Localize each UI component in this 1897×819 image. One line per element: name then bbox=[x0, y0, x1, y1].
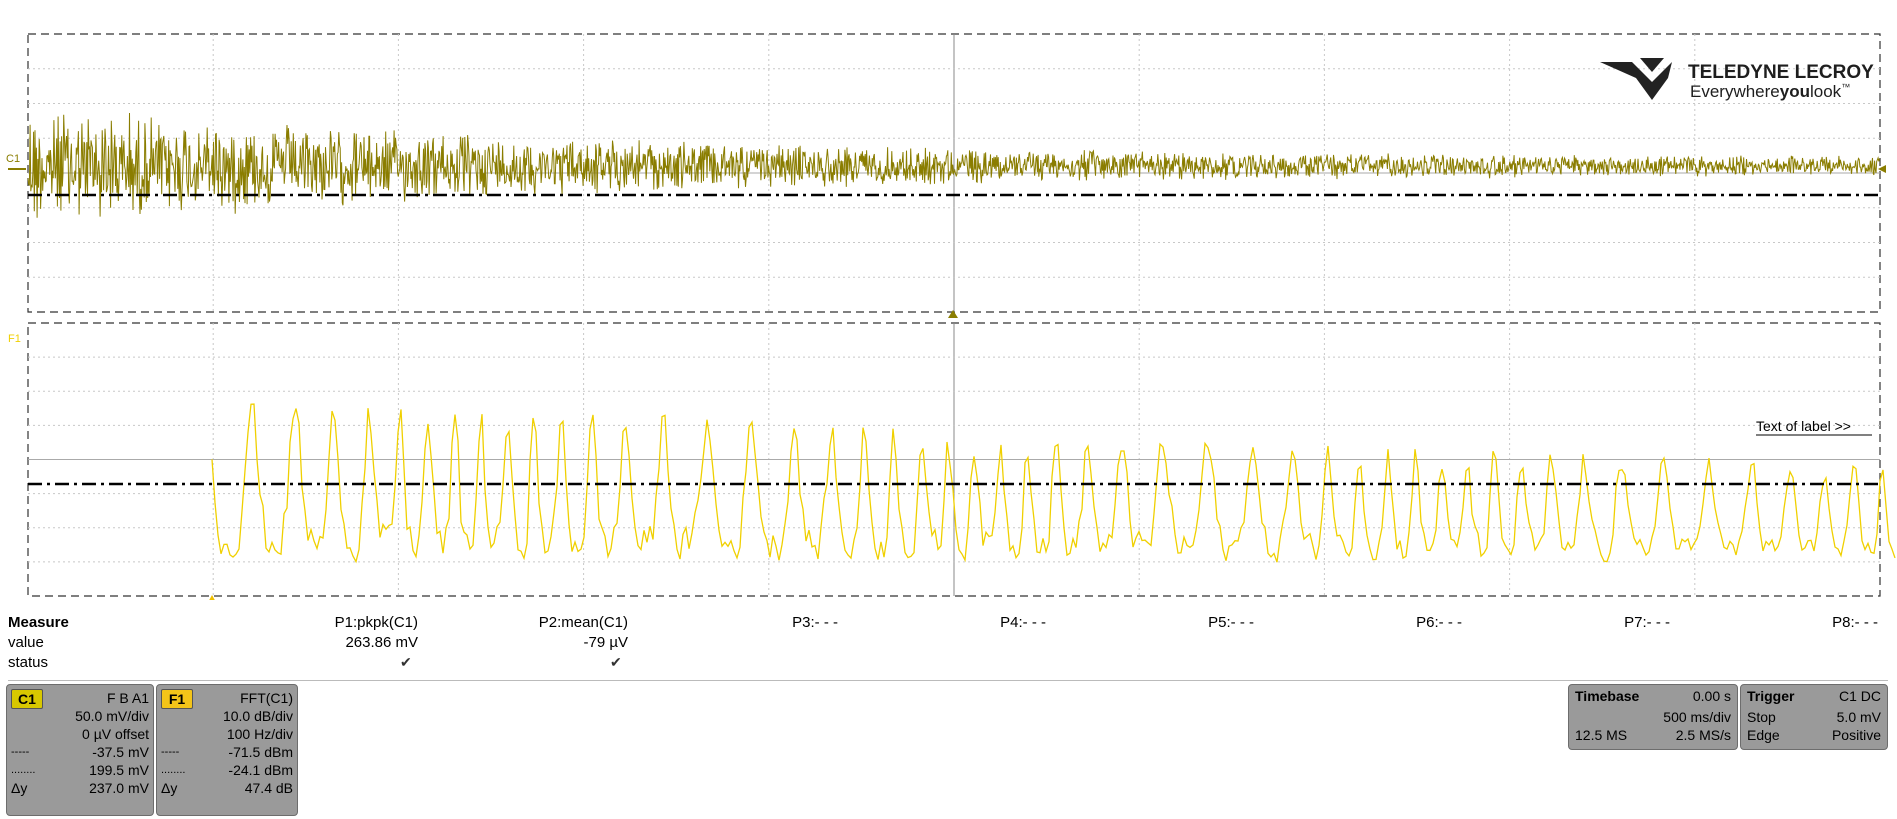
f1-start-marker bbox=[209, 595, 215, 600]
param-p1-status-check-icon: ✔ bbox=[400, 654, 412, 670]
scope-display[interactable]: C1 F1 Text of label >> TELEDYNE LECROY E… bbox=[0, 0, 1897, 600]
c1-vdiv: 50.0 mV/div bbox=[75, 708, 149, 724]
c1-right-marker bbox=[1878, 165, 1886, 173]
trigger-slope: Positive bbox=[1831, 727, 1881, 743]
c1-waveform-trace bbox=[27, 112, 1880, 218]
c1-flags: F B A1 bbox=[106, 690, 149, 706]
f1-dy-symbol: Δy bbox=[161, 780, 178, 796]
c1-dy-value: 237.0 mV bbox=[89, 780, 149, 796]
c1-offset: 0 µV offset bbox=[82, 726, 149, 742]
trigger-type: Edge bbox=[1747, 727, 1780, 743]
param-p2-value: -79 µV bbox=[583, 634, 629, 651]
timebase-tdiv: 500 ms/div bbox=[1663, 709, 1731, 725]
f1-vdiv: 10.0 dB/div bbox=[222, 708, 293, 724]
trigger-time-marker bbox=[948, 310, 958, 318]
f1-tag: F1 bbox=[161, 689, 193, 709]
footer-divider bbox=[8, 680, 1888, 681]
f1-fft-trace bbox=[211, 403, 1896, 564]
trigger-title: Trigger bbox=[1747, 688, 1795, 704]
timebase-rate: 2.5 MS/s bbox=[1675, 727, 1731, 743]
measure-row-status-label: status bbox=[8, 654, 49, 671]
trigger-box[interactable]: Trigger C1 DC Stop 5.0 mV Edge Positive bbox=[1740, 684, 1888, 750]
c1-cursor2-value: 199.5 mV bbox=[89, 762, 149, 778]
c1-descriptor-box[interactable]: C1 F B A1 50.0 mV/div 0 µV offset ----- -… bbox=[6, 684, 154, 816]
f1-cursor1-symbol: ----- bbox=[161, 746, 180, 758]
trigger-source: C1 DC bbox=[1838, 688, 1881, 704]
f1-dy-value: 47.4 dB bbox=[244, 780, 293, 796]
trace-label-text[interactable]: Text of label >> bbox=[1756, 418, 1851, 434]
logo-tagline: Everywhereyoulook™ bbox=[1690, 82, 1850, 101]
measure-title[interactable]: Measure bbox=[8, 614, 69, 631]
timebase-title: Timebase bbox=[1575, 688, 1640, 704]
param-p5-name[interactable]: P5:- - - bbox=[1208, 614, 1254, 631]
c1-cursor2-symbol: ........ bbox=[11, 764, 36, 776]
f1-function: FFT(C1) bbox=[240, 690, 293, 706]
f1-grid bbox=[27, 322, 1881, 597]
trigger-mode: Stop bbox=[1747, 709, 1776, 725]
param-p3-name[interactable]: P3:- - - bbox=[792, 614, 838, 631]
c1-tag: C1 bbox=[11, 689, 43, 709]
param-p1-value: 263.86 mV bbox=[345, 634, 418, 651]
param-p4-name[interactable]: P4:- - - bbox=[1000, 614, 1046, 631]
timebase-box[interactable]: Timebase 0.00 s 500 ms/div 12.5 MS 2.5 M… bbox=[1568, 684, 1738, 750]
measure-row-value-label: value bbox=[8, 634, 44, 651]
param-p6-name[interactable]: P6:- - - bbox=[1416, 614, 1462, 631]
f1-descriptor-box[interactable]: F1 FFT(C1) 10.0 dB/div 100 Hz/div ----- -… bbox=[156, 684, 298, 816]
c1-cursor1-symbol: ----- bbox=[11, 746, 30, 758]
c1-level-marker[interactable]: C1 bbox=[6, 153, 20, 165]
param-p2-status-check-icon: ✔ bbox=[610, 654, 622, 670]
timebase-delay: 0.00 s bbox=[1692, 688, 1731, 704]
trigger-level: 5.0 mV bbox=[1836, 709, 1881, 725]
c1-dy-symbol: Δy bbox=[11, 780, 28, 796]
param-p1-name[interactable]: P1:pkpk(C1) bbox=[334, 614, 418, 631]
param-p2-name[interactable]: P2:mean(C1) bbox=[538, 614, 628, 631]
timebase-samples: 12.5 MS bbox=[1575, 727, 1628, 743]
c1-cursor1-value: -37.5 mV bbox=[92, 744, 149, 760]
f1-cursor2-value: -24.1 dBm bbox=[228, 762, 293, 778]
f1-hdiv: 100 Hz/div bbox=[226, 726, 293, 742]
param-p8-name[interactable]: P8:- - - bbox=[1832, 614, 1878, 631]
f1-level-marker[interactable]: F1 bbox=[8, 333, 21, 345]
logo-brand: TELEDYNE LECROY bbox=[1688, 62, 1874, 83]
f1-cursor1-value: -71.5 dBm bbox=[228, 744, 293, 760]
f1-cursor2-symbol: ........ bbox=[161, 764, 186, 776]
teledyne-lecroy-logo: TELEDYNE LECROY Everywhereyoulook™ bbox=[1600, 58, 1874, 101]
param-p7-name[interactable]: P7:- - - bbox=[1624, 614, 1670, 631]
